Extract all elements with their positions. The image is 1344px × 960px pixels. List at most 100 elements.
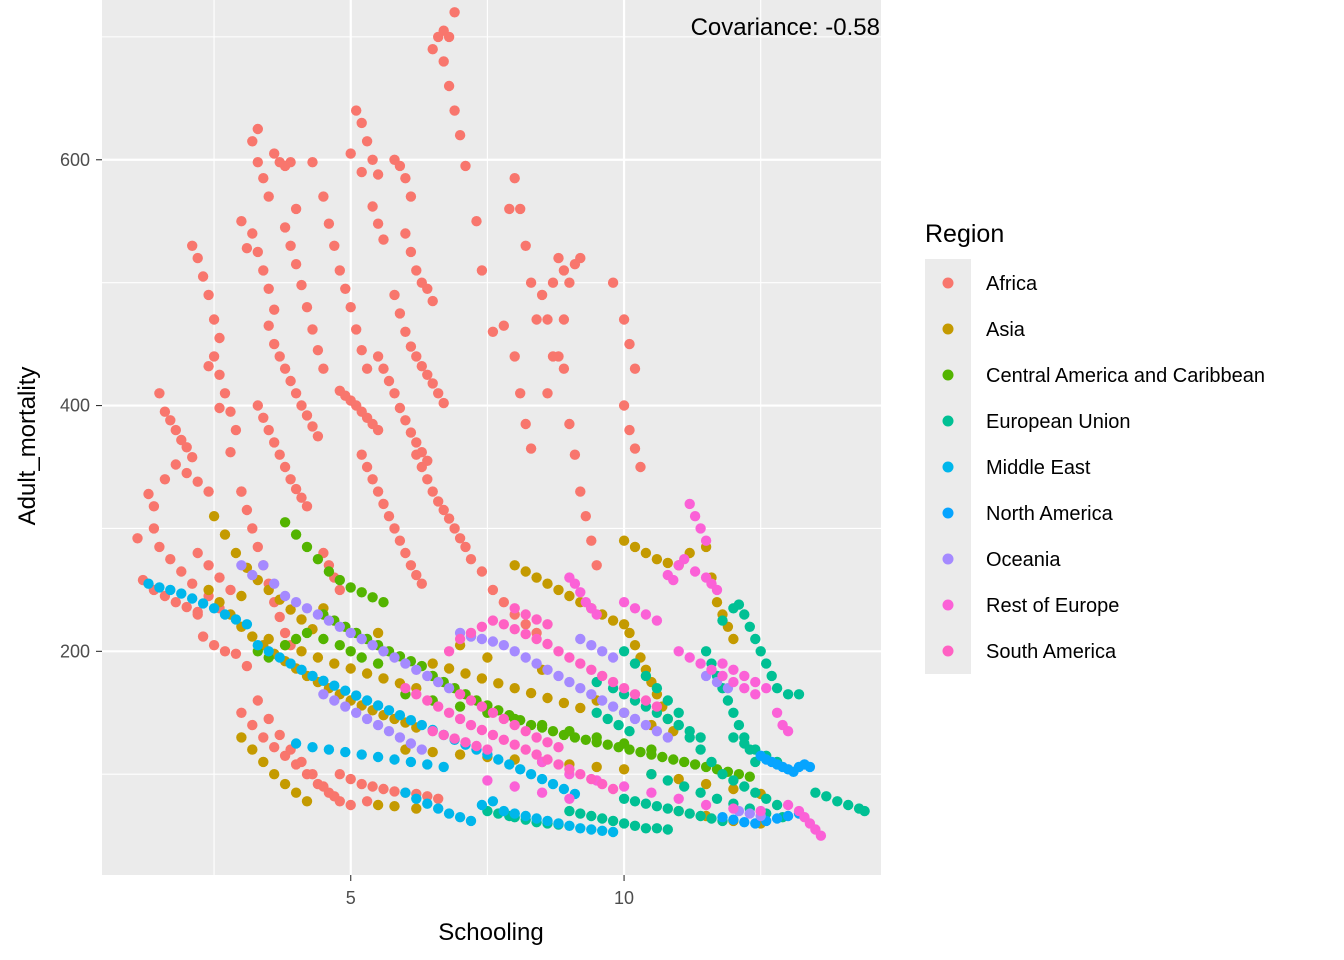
data-point-south-america	[498, 734, 509, 745]
data-point-rest-of-europe	[750, 689, 761, 700]
data-point-africa	[372, 351, 384, 362]
data-point-central-america-and-caribbean	[564, 726, 575, 737]
data-point-middle-east	[597, 825, 608, 836]
data-point-africa	[372, 169, 384, 180]
data-point-rest-of-europe	[673, 793, 684, 804]
data-point-rest-of-europe	[618, 597, 630, 608]
data-point-africa	[487, 326, 499, 337]
data-point-oceania	[564, 676, 575, 688]
data-point-european-union	[728, 707, 739, 718]
data-point-south-america	[542, 619, 553, 630]
data-point-asia	[208, 511, 220, 522]
data-point-rest-of-europe	[739, 670, 750, 682]
data-point-middle-east	[274, 652, 285, 663]
data-point-asia	[728, 783, 739, 795]
data-point-africa	[301, 410, 313, 421]
data-point-africa	[356, 166, 367, 178]
data-point-africa	[230, 424, 242, 436]
data-point-asia	[542, 692, 553, 704]
data-point-middle-east	[493, 754, 504, 765]
data-point-africa	[427, 44, 438, 55]
data-point-asia	[711, 597, 723, 608]
data-point-middle-east	[607, 826, 619, 838]
data-point-south-america	[520, 609, 531, 620]
data-point-asia	[372, 627, 384, 639]
data-point-rest-of-europe	[799, 812, 810, 823]
data-point-africa	[269, 437, 280, 448]
data-point-africa	[329, 791, 340, 802]
data-point-africa	[411, 437, 422, 448]
data-point-africa	[509, 351, 520, 362]
data-point-africa	[411, 351, 422, 362]
data-point-asia	[269, 769, 280, 780]
data-point-africa	[296, 279, 307, 291]
data-point-asia	[728, 633, 739, 645]
data-point-south-america	[553, 742, 564, 753]
data-point-africa	[411, 569, 422, 581]
data-point-asia	[509, 560, 520, 571]
data-point-rest-of-europe	[695, 658, 706, 669]
data-point-africa	[509, 173, 520, 184]
data-point-africa	[438, 504, 449, 516]
legend-key-asia	[942, 323, 954, 335]
data-point-africa	[219, 388, 231, 399]
data-point-oceania	[586, 689, 597, 700]
data-point-africa	[520, 240, 531, 251]
data-point-africa	[236, 216, 247, 227]
data-point-south-america	[454, 713, 466, 725]
data-point-asia	[454, 749, 466, 760]
data-point-africa	[252, 400, 263, 411]
data-point-asia	[662, 557, 673, 569]
x-tick-label: 5	[346, 888, 356, 908]
data-point-africa	[269, 742, 280, 753]
data-point-south-america	[454, 633, 466, 645]
data-point-africa	[607, 277, 619, 288]
data-point-european-union	[739, 738, 750, 749]
data-point-africa	[383, 511, 395, 522]
data-point-asia	[509, 683, 520, 694]
data-point-rest-of-europe	[771, 707, 783, 718]
data-point-africa	[635, 461, 646, 473]
data-point-north-america	[728, 814, 739, 825]
data-point-africa	[383, 375, 395, 387]
data-point-asia	[618, 764, 630, 775]
data-point-south-america	[531, 633, 542, 645]
data-point-africa	[296, 756, 307, 768]
data-point-middle-east	[520, 810, 531, 822]
data-point-central-america-and-caribbean	[591, 732, 602, 743]
data-point-middle-east	[394, 710, 406, 721]
data-point-africa	[197, 271, 209, 282]
data-point-africa	[471, 216, 482, 227]
data-point-oceania	[422, 670, 433, 682]
legend-title: Region	[925, 220, 1004, 248]
data-point-africa	[411, 265, 422, 276]
data-point-oceania	[597, 695, 608, 706]
data-point-africa	[564, 277, 575, 288]
data-point-africa	[394, 160, 406, 172]
data-point-european-union	[624, 726, 635, 737]
data-point-south-america	[454, 689, 466, 700]
data-point-oceania	[416, 744, 427, 755]
data-point-africa	[465, 554, 477, 565]
data-point-south-america	[575, 658, 586, 669]
data-point-africa	[405, 191, 417, 202]
data-point-asia	[312, 652, 324, 663]
legend-label-south-america: South America	[986, 641, 1117, 663]
data-point-africa	[258, 265, 269, 276]
data-point-south-america	[651, 701, 663, 712]
data-point-south-america	[449, 733, 460, 744]
data-point-middle-east	[197, 598, 209, 609]
data-point-africa	[279, 222, 291, 233]
data-point-european-union	[629, 658, 641, 669]
data-point-south-america	[553, 646, 564, 657]
data-point-european-union	[761, 793, 772, 804]
data-point-africa	[307, 324, 318, 335]
data-point-south-america	[400, 683, 411, 694]
data-point-south-america	[509, 603, 520, 614]
data-point-africa	[449, 7, 460, 18]
data-point-africa	[285, 375, 296, 387]
data-point-european-union	[662, 775, 673, 786]
data-point-central-america-and-caribbean	[345, 646, 356, 657]
data-point-africa	[400, 173, 411, 184]
data-point-south-america	[586, 664, 597, 675]
